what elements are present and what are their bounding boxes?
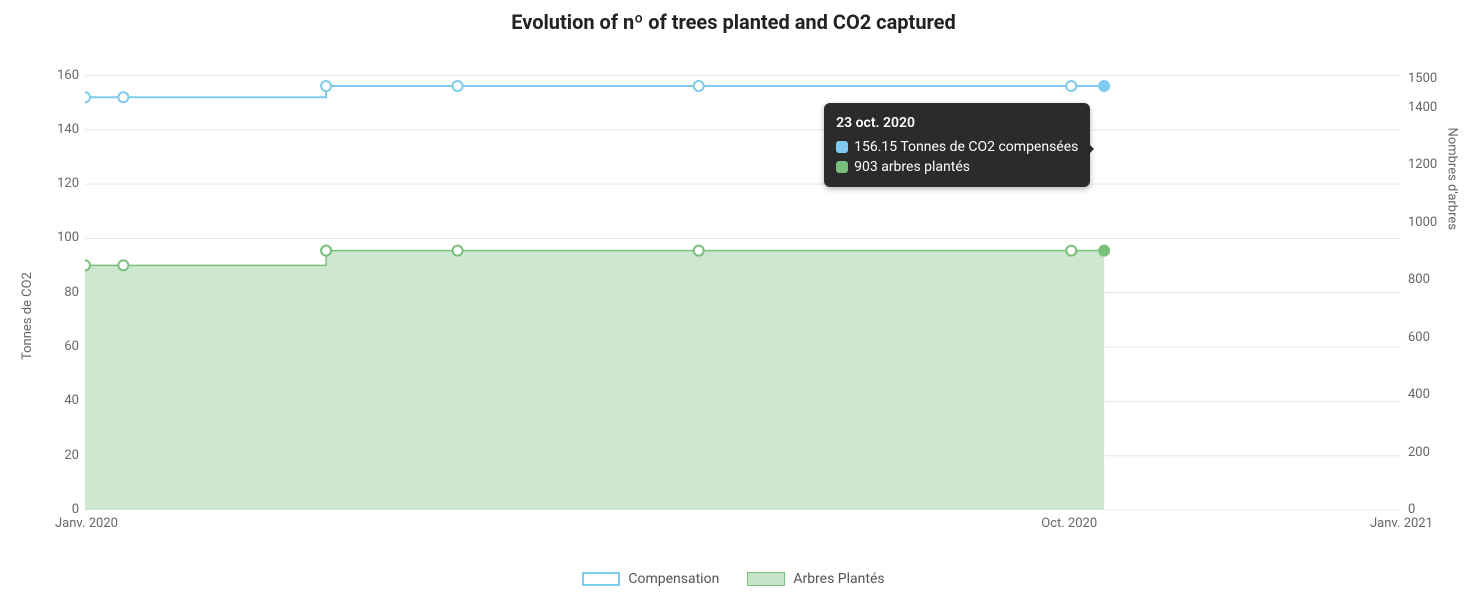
y-left-tick: 140	[57, 122, 79, 137]
legend-swatch-arbres	[747, 572, 785, 586]
marker-arbres[interactable]	[694, 246, 704, 256]
y-right-tick: 600	[1408, 330, 1430, 345]
chart-legend: Compensation Arbres Plantés	[0, 571, 1467, 587]
legend-item-arbres[interactable]: Arbres Plantés	[747, 571, 884, 587]
marker-compensation[interactable]	[694, 81, 704, 91]
y-left-tick: 40	[64, 393, 79, 408]
x-axis-tick: Oct. 2020	[1041, 516, 1097, 531]
marker-compensation[interactable]	[85, 92, 90, 102]
marker-compensation[interactable]	[1099, 81, 1109, 91]
y-right-tick: 1000	[1408, 215, 1437, 230]
marker-arbres[interactable]	[453, 246, 463, 256]
legend-item-compensation[interactable]: Compensation	[582, 571, 719, 587]
marker-arbres[interactable]	[1066, 246, 1076, 256]
marker-compensation[interactable]	[1066, 81, 1076, 91]
marker-arbres[interactable]	[85, 260, 90, 270]
tooltip-row-co2: 156.15 Tonnes de CO2 compensées	[836, 137, 1078, 157]
hover-tooltip: 23 oct. 2020 156.15 Tonnes de CO2 compen…	[824, 103, 1090, 187]
tooltip-marker-trees	[836, 161, 848, 173]
marker-compensation[interactable]	[321, 81, 331, 91]
y-right-axis-title: Nombres d'arbres	[1444, 128, 1459, 230]
chart-title: Evolution of nº of trees planted and CO2…	[0, 0, 1467, 34]
chart-container: Evolution of nº of trees planted and CO2…	[0, 0, 1467, 601]
y-left-tick: 100	[57, 230, 79, 245]
marker-arbres[interactable]	[118, 260, 128, 270]
marker-arbres[interactable]	[321, 246, 331, 256]
y-right-tick: 800	[1408, 272, 1430, 287]
y-right-tick: 200	[1408, 445, 1430, 460]
y-left-tick: 80	[64, 285, 79, 300]
tooltip-marker-co2	[836, 141, 848, 153]
y-right-tick: 1500	[1408, 71, 1437, 86]
y-left-tick: 0	[72, 502, 79, 517]
y-left-tick: 160	[57, 68, 79, 83]
tooltip-text-co2: 156.15 Tonnes de CO2 compensées	[854, 137, 1078, 157]
tooltip-row-trees: 903 arbres plantés	[836, 157, 1078, 177]
y-right-tick: 400	[1408, 387, 1430, 402]
y-right-tick: 0	[1408, 502, 1415, 517]
tooltip-text-trees: 903 arbres plantés	[854, 157, 970, 177]
legend-label-compensation: Compensation	[628, 571, 719, 587]
x-axis-tick: Janv. 2020	[55, 516, 118, 531]
marker-compensation[interactable]	[118, 92, 128, 102]
y-left-tick: 20	[64, 448, 79, 463]
chart-plot-area[interactable]	[85, 62, 1400, 510]
legend-swatch-compensation	[582, 572, 620, 586]
tooltip-title: 23 oct. 2020	[836, 113, 1078, 133]
y-left-tick: 60	[64, 339, 79, 354]
y-left-tick: 120	[57, 176, 79, 191]
legend-label-arbres: Arbres Plantés	[793, 571, 884, 587]
marker-arbres[interactable]	[1099, 246, 1109, 256]
marker-compensation[interactable]	[453, 81, 463, 91]
x-axis-tick: Janv. 2021	[1370, 516, 1433, 531]
y-right-tick: 1400	[1408, 100, 1437, 115]
y-left-axis-title: Tonnes de CO2	[20, 272, 35, 360]
y-right-tick: 1200	[1408, 157, 1437, 172]
